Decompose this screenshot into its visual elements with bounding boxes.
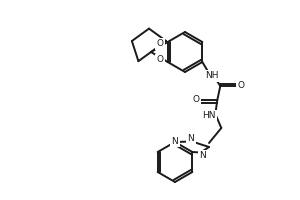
Text: NH: NH bbox=[206, 72, 219, 80]
Text: N: N bbox=[172, 136, 178, 146]
Text: HN: HN bbox=[202, 112, 216, 120]
Text: O: O bbox=[193, 95, 200, 104]
Text: O: O bbox=[157, 55, 164, 64]
Text: O: O bbox=[157, 40, 164, 48]
Text: N: N bbox=[188, 134, 194, 143]
Text: N: N bbox=[199, 151, 206, 160]
Text: O: O bbox=[238, 80, 245, 90]
